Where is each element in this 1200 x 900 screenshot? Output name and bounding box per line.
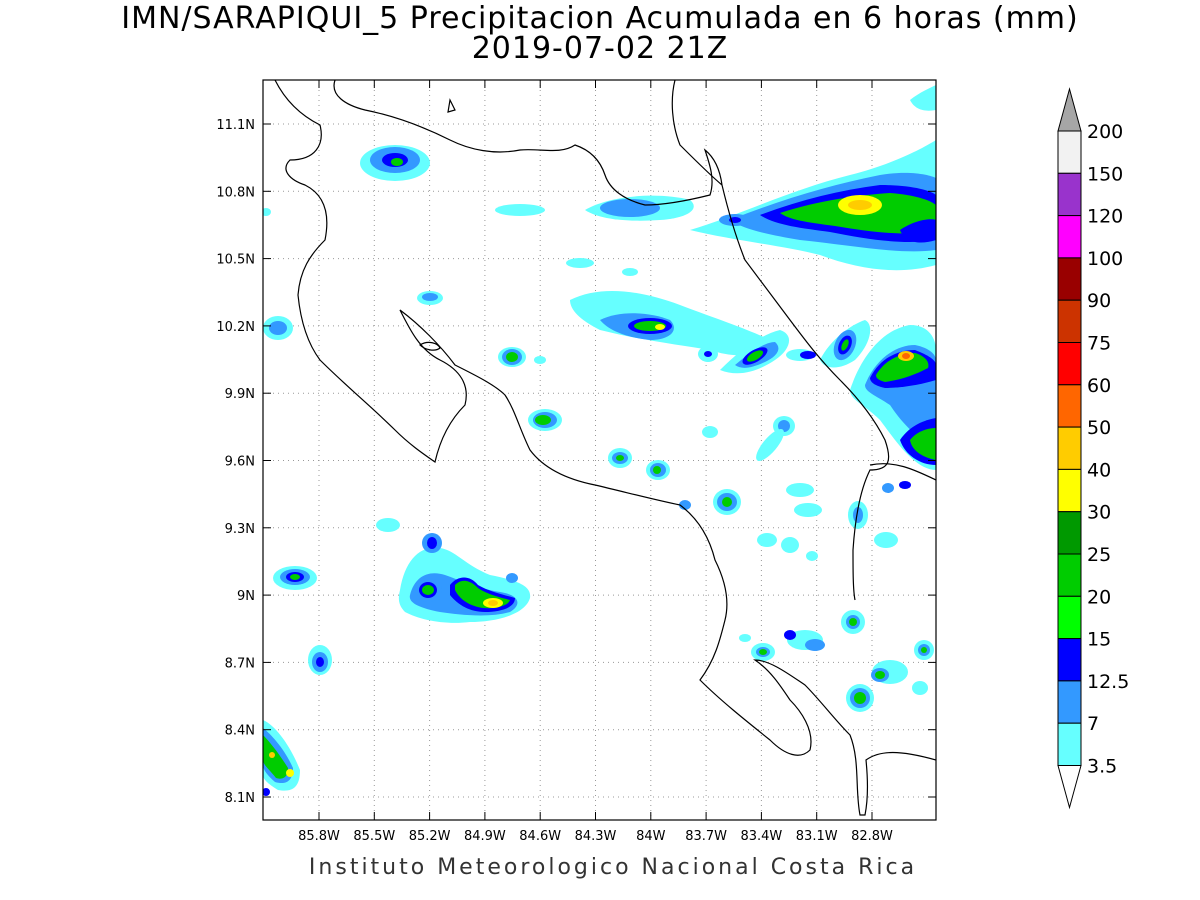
map-datetime: 2019-07-02 21Z <box>471 31 729 66</box>
rain-cell-northwest <box>360 145 430 181</box>
colorbar-label: 120 <box>1087 206 1123 228</box>
colorbar-swatch <box>1057 511 1082 555</box>
colorbar-swatch <box>1057 257 1082 301</box>
colorbar-label: 100 <box>1087 248 1123 270</box>
colorbar-swatch <box>1057 172 1082 217</box>
colorbar-label: 25 <box>1087 544 1111 566</box>
map-title: IMN/SARAPIQUI_5 Precipitacion Acumulada … <box>121 1 1079 36</box>
latitude-axis: 11.1N 10.8N 10.5N 10.2N 9.9N 9.6N 9.3N 9N 8.7N 8.… <box>216 118 936 806</box>
plot-frame <box>262 79 937 821</box>
colorbar-swatch <box>1057 553 1082 597</box>
longitude-tick-label: 84W <box>636 829 666 844</box>
colorbar-swatch <box>1057 722 1082 767</box>
colorbar-swatch <box>1057 426 1082 470</box>
longitude-tick-label: 84.6W <box>519 829 561 844</box>
latitude-tick-label: 10.2N <box>216 320 255 335</box>
rain-cell-pacific-south <box>376 518 531 623</box>
longitude-tick-label: 82.8W <box>851 829 893 844</box>
longitude-tick-label: 85.5W <box>353 829 395 844</box>
colorbar-label: 75 <box>1087 333 1111 355</box>
latitude-tick-label: 9.9N <box>225 387 255 402</box>
colorbar-label: 50 <box>1087 417 1111 439</box>
latitude-tick-label: 9.3N <box>225 522 255 537</box>
latitude-tick-label: 8.4N <box>225 724 255 739</box>
latitude-tick-label: 11.1N <box>216 118 255 133</box>
rain-cell-north-band <box>417 195 751 305</box>
colorbar-label: 30 <box>1087 502 1111 524</box>
colorbar-label: 90 <box>1087 290 1111 312</box>
colorbar-swatch <box>1057 638 1082 682</box>
colorbar-label: 3.5 <box>1087 756 1117 778</box>
latitude-tick-label: 9N <box>237 589 255 604</box>
colorbar-label: 150 <box>1087 163 1123 185</box>
colorbar-label: 7 <box>1087 713 1099 735</box>
longitude-axis: 85.8W 85.5W 85.2W 84.9W 84.6W 84.3W 84W 83.7W 83… <box>298 80 893 844</box>
colorbar-legend: 200 150 120 100 90 75 60 50 40 30 25 20 15 12.5 7 3.5 <box>1057 87 1129 810</box>
colorbar-label: 60 <box>1087 375 1111 397</box>
colorbar-label: 12.5 <box>1087 671 1129 693</box>
latitude-tick-label: 9.6N <box>225 455 255 470</box>
longitude-tick-label: 84.9W <box>464 829 506 844</box>
rain-cell-central-row <box>570 290 871 374</box>
rain-cell-northeast-band <box>690 85 936 271</box>
colorbar-swatch <box>1057 342 1082 386</box>
colorbar-swatch <box>1057 299 1082 344</box>
colorbar-label: 20 <box>1087 586 1111 608</box>
rain-cell-central-scattered <box>608 416 911 561</box>
longitude-tick-label: 85.2W <box>409 829 451 844</box>
longitude-tick-label: 85.8W <box>298 829 340 844</box>
longitude-tick-label: 84.3W <box>575 829 617 844</box>
longitude-tick-label: 83.4W <box>740 829 782 844</box>
latitude-tick-label: 8.7N <box>225 656 255 671</box>
precipitation-field <box>263 85 936 796</box>
colorbar-swatch <box>1057 680 1082 724</box>
colorbar-swatch <box>1057 468 1082 513</box>
longitude-tick-label: 83.1W <box>796 829 838 844</box>
rain-cell-gulf-nicoya <box>263 316 562 431</box>
colorbar-swatch <box>1057 215 1082 259</box>
colorbar-swatch <box>1057 130 1082 174</box>
colorbar-label: 40 <box>1087 459 1111 481</box>
colorbar-label: 15 <box>1087 629 1111 651</box>
footer-credit: Instituto Meteorologico Nacional Costa R… <box>308 855 918 880</box>
longitude-tick-label: 83.7W <box>685 829 727 844</box>
colorbar-swatch <box>1057 384 1082 428</box>
rain-cell-west-pacific <box>263 208 332 796</box>
rain-cell-southeast <box>739 610 934 712</box>
colorbar-label: 200 <box>1087 121 1123 143</box>
latitude-tick-label: 10.5N <box>216 253 255 268</box>
latitude-tick-label: 8.1N <box>225 791 255 806</box>
rain-cell-east-coast <box>850 325 936 470</box>
colorbar-top-triangle <box>1057 87 1082 132</box>
coastline <box>274 80 936 816</box>
colorbar-swatch <box>1057 595 1082 640</box>
colorbar-bottom-triangle <box>1057 765 1082 810</box>
latitude-tick-label: 10.8N <box>216 185 255 200</box>
